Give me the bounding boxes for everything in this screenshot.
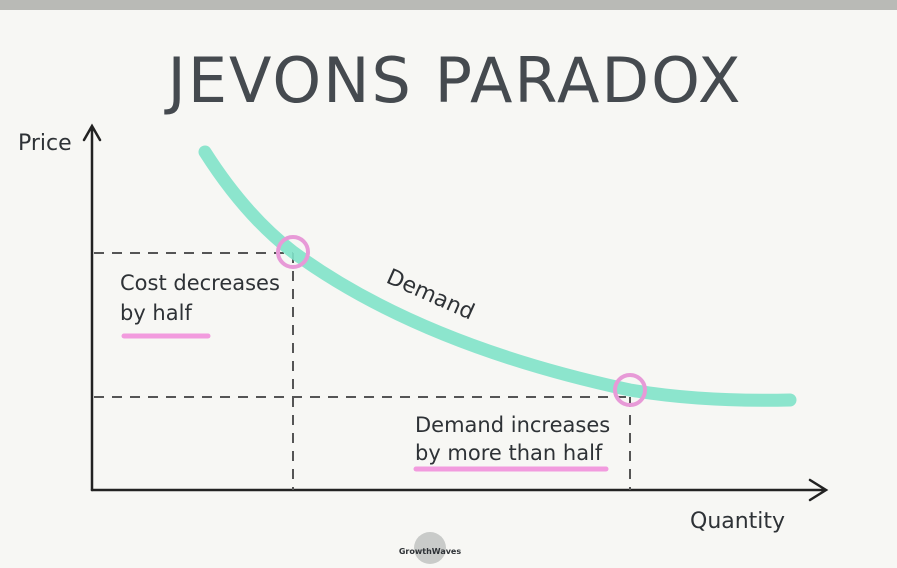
logo-text: GrowthWaves (399, 547, 461, 556)
logo-icon (414, 532, 446, 564)
y-axis-label: Price (18, 131, 72, 156)
point-marker (276, 235, 310, 269)
title: JEVONS PARADOX (164, 44, 743, 117)
y-axis (82, 123, 102, 492)
annotation: Cost decreases (120, 271, 280, 295)
annotation: Demand increases (415, 413, 610, 437)
guide-lines (94, 252, 631, 490)
annotation: by more than half (415, 441, 603, 465)
point-marker (613, 373, 647, 407)
demand-curve (198, 145, 797, 407)
x-axis-label: Quantity (690, 509, 785, 534)
top-edge (0, 0, 897, 10)
annotation: by half (120, 301, 192, 325)
x-axis (90, 478, 829, 502)
